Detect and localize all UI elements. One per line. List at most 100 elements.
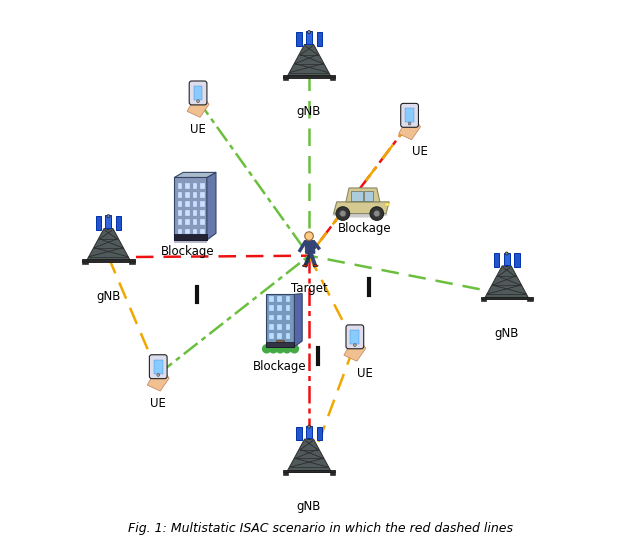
Circle shape bbox=[290, 344, 299, 353]
FancyBboxPatch shape bbox=[296, 32, 301, 45]
FancyBboxPatch shape bbox=[193, 228, 197, 234]
Ellipse shape bbox=[313, 265, 318, 267]
FancyBboxPatch shape bbox=[189, 81, 207, 105]
FancyBboxPatch shape bbox=[481, 299, 486, 301]
FancyBboxPatch shape bbox=[116, 216, 122, 230]
FancyBboxPatch shape bbox=[278, 315, 282, 320]
FancyBboxPatch shape bbox=[278, 296, 282, 302]
FancyBboxPatch shape bbox=[317, 32, 322, 45]
Polygon shape bbox=[346, 188, 380, 202]
FancyBboxPatch shape bbox=[185, 220, 190, 225]
FancyBboxPatch shape bbox=[194, 86, 202, 100]
FancyBboxPatch shape bbox=[283, 77, 289, 80]
Polygon shape bbox=[174, 173, 216, 177]
FancyBboxPatch shape bbox=[178, 183, 182, 189]
FancyBboxPatch shape bbox=[306, 426, 312, 438]
Circle shape bbox=[269, 344, 278, 353]
Polygon shape bbox=[305, 240, 315, 253]
Circle shape bbox=[408, 122, 411, 125]
Circle shape bbox=[370, 207, 383, 220]
FancyBboxPatch shape bbox=[285, 306, 291, 311]
FancyBboxPatch shape bbox=[200, 201, 205, 207]
Circle shape bbox=[282, 344, 292, 353]
Text: UE: UE bbox=[357, 367, 372, 380]
FancyBboxPatch shape bbox=[278, 306, 282, 311]
Text: UE: UE bbox=[150, 397, 166, 410]
FancyBboxPatch shape bbox=[200, 192, 205, 198]
Polygon shape bbox=[333, 202, 389, 214]
Circle shape bbox=[308, 425, 310, 428]
Circle shape bbox=[196, 100, 200, 103]
FancyBboxPatch shape bbox=[306, 31, 312, 44]
FancyBboxPatch shape bbox=[269, 333, 274, 339]
FancyBboxPatch shape bbox=[129, 261, 134, 264]
FancyBboxPatch shape bbox=[200, 228, 205, 234]
FancyBboxPatch shape bbox=[185, 183, 190, 189]
FancyBboxPatch shape bbox=[504, 253, 509, 265]
FancyBboxPatch shape bbox=[269, 324, 274, 329]
FancyBboxPatch shape bbox=[83, 259, 134, 262]
FancyBboxPatch shape bbox=[106, 215, 111, 228]
FancyBboxPatch shape bbox=[185, 192, 190, 198]
FancyBboxPatch shape bbox=[185, 210, 190, 216]
FancyBboxPatch shape bbox=[178, 228, 182, 234]
Polygon shape bbox=[86, 228, 131, 262]
FancyBboxPatch shape bbox=[278, 324, 282, 329]
FancyBboxPatch shape bbox=[527, 299, 532, 301]
Polygon shape bbox=[187, 97, 209, 117]
Polygon shape bbox=[287, 439, 332, 472]
FancyBboxPatch shape bbox=[200, 220, 205, 225]
Text: Blockage: Blockage bbox=[253, 360, 307, 373]
FancyBboxPatch shape bbox=[481, 296, 532, 299]
FancyBboxPatch shape bbox=[185, 201, 190, 207]
Polygon shape bbox=[294, 294, 302, 347]
FancyBboxPatch shape bbox=[200, 210, 205, 216]
FancyBboxPatch shape bbox=[193, 220, 197, 225]
FancyBboxPatch shape bbox=[269, 296, 274, 302]
FancyBboxPatch shape bbox=[193, 183, 197, 189]
FancyBboxPatch shape bbox=[364, 191, 373, 201]
FancyBboxPatch shape bbox=[185, 228, 190, 234]
FancyBboxPatch shape bbox=[193, 192, 197, 198]
Circle shape bbox=[353, 344, 356, 346]
Text: gNB: gNB bbox=[297, 105, 321, 118]
Ellipse shape bbox=[332, 212, 388, 217]
Polygon shape bbox=[399, 120, 420, 140]
FancyBboxPatch shape bbox=[276, 340, 284, 347]
Polygon shape bbox=[344, 341, 366, 361]
FancyBboxPatch shape bbox=[285, 296, 291, 302]
FancyBboxPatch shape bbox=[149, 355, 167, 379]
FancyBboxPatch shape bbox=[193, 201, 197, 207]
Circle shape bbox=[107, 215, 110, 217]
FancyBboxPatch shape bbox=[317, 427, 322, 440]
FancyBboxPatch shape bbox=[95, 216, 101, 230]
Text: Target: Target bbox=[291, 282, 328, 295]
FancyBboxPatch shape bbox=[174, 177, 207, 240]
FancyBboxPatch shape bbox=[351, 191, 363, 201]
FancyBboxPatch shape bbox=[401, 103, 419, 127]
Circle shape bbox=[374, 210, 380, 216]
FancyBboxPatch shape bbox=[178, 201, 182, 207]
FancyBboxPatch shape bbox=[283, 470, 335, 472]
Circle shape bbox=[505, 252, 508, 255]
FancyBboxPatch shape bbox=[269, 315, 274, 320]
Text: gNB: gNB bbox=[495, 327, 519, 340]
Text: UE: UE bbox=[190, 123, 206, 136]
FancyBboxPatch shape bbox=[266, 294, 294, 347]
FancyBboxPatch shape bbox=[178, 192, 182, 198]
FancyBboxPatch shape bbox=[493, 254, 499, 267]
FancyBboxPatch shape bbox=[200, 183, 205, 189]
FancyBboxPatch shape bbox=[193, 210, 197, 216]
Circle shape bbox=[308, 30, 310, 34]
FancyBboxPatch shape bbox=[296, 427, 301, 440]
FancyBboxPatch shape bbox=[351, 330, 359, 344]
Polygon shape bbox=[207, 173, 216, 240]
FancyBboxPatch shape bbox=[285, 315, 291, 320]
Text: UE: UE bbox=[412, 145, 428, 158]
FancyBboxPatch shape bbox=[174, 234, 207, 240]
FancyBboxPatch shape bbox=[178, 220, 182, 225]
Circle shape bbox=[336, 207, 349, 220]
FancyBboxPatch shape bbox=[385, 203, 389, 207]
FancyBboxPatch shape bbox=[266, 342, 294, 347]
Circle shape bbox=[305, 232, 314, 240]
